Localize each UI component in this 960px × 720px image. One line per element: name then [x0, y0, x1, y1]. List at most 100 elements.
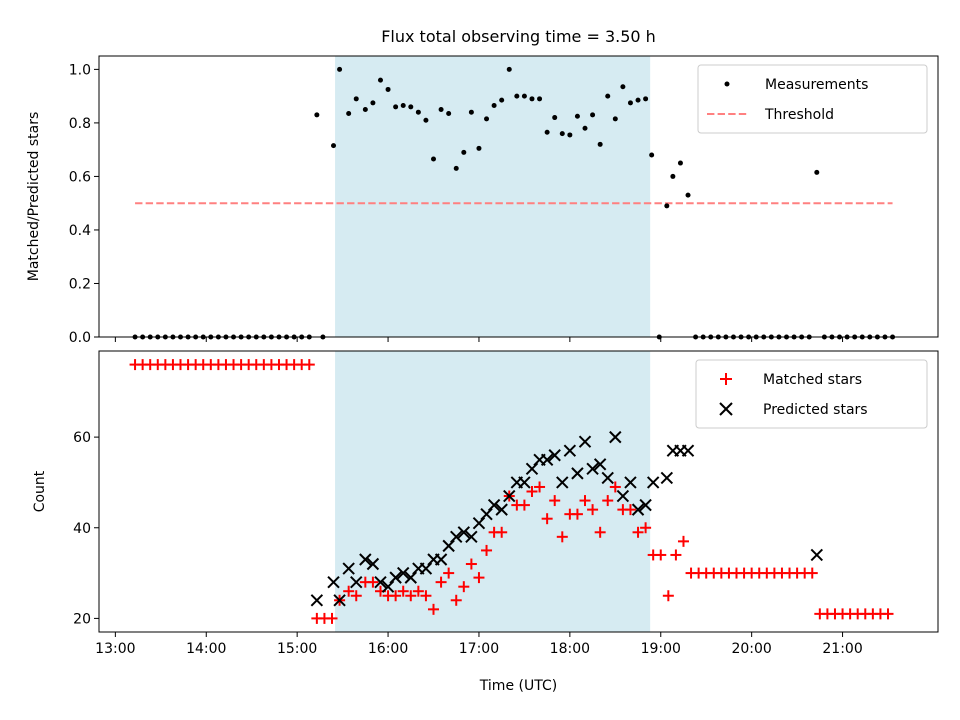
bottom-y-ticks: 20 40 60 — [73, 430, 99, 627]
predicted-point — [601, 471, 614, 485]
x-tick-label: 14:00 — [186, 641, 226, 657]
matched-point — [624, 504, 636, 516]
measurement-point — [337, 66, 343, 72]
legend-predicted-marker — [719, 402, 733, 416]
predicted-point — [540, 453, 554, 466]
matched-point — [594, 526, 606, 538]
predicted-point — [548, 449, 561, 462]
predicted-point — [525, 462, 539, 476]
matched-point — [655, 549, 667, 561]
predicted-point — [359, 553, 372, 566]
measurement-point — [491, 103, 497, 109]
predicted-point — [660, 471, 674, 485]
y-tick-label: 0.0 — [69, 330, 91, 346]
matched-point — [420, 590, 432, 602]
predicted-point — [609, 430, 622, 444]
measurement-point — [590, 112, 596, 118]
matched-point — [587, 504, 599, 516]
matched-point — [412, 585, 424, 597]
matched-point — [326, 612, 338, 624]
measurement-point — [544, 129, 550, 135]
matched-point — [390, 590, 402, 602]
predicted-point — [465, 530, 478, 544]
matched-point — [303, 359, 315, 371]
bottom-legend: Matched stars Predicted stars — [695, 359, 928, 429]
measurement-point — [400, 103, 406, 109]
matched-point — [579, 495, 591, 507]
top-y-ticks: 0.0 0.2 0.4 0.6 0.8 1.0 — [69, 62, 99, 346]
measurement-point — [377, 77, 383, 83]
measurement-point — [627, 100, 633, 106]
predicted-point — [366, 557, 380, 571]
measurement-point — [529, 96, 535, 102]
bottom-panel: 20 40 60 13:00 14:00 15:00 16:00 17:00 18:00 19:… — [32, 350, 939, 694]
matched-point — [458, 581, 470, 593]
matched-point — [450, 594, 462, 606]
matched-point — [571, 508, 583, 520]
matched-point — [632, 526, 644, 538]
predicted-point — [495, 503, 508, 516]
measurement-point — [484, 116, 490, 122]
y-tick-label: 0.6 — [69, 169, 91, 185]
measurement-point — [559, 131, 565, 137]
matched-point — [662, 590, 674, 602]
predicted-point — [571, 467, 584, 480]
matched-point — [405, 590, 417, 602]
measurement-point — [620, 84, 626, 90]
predicted-point — [472, 517, 486, 530]
predicted-point — [578, 435, 592, 448]
matched-point — [670, 549, 682, 561]
predicted-point — [374, 575, 387, 589]
y-tick-label: 0.2 — [69, 276, 91, 292]
chart-title: Flux total observing time = 3.50 h — [381, 27, 656, 46]
top-y-axis-label: Matched/Predicted stars — [26, 112, 42, 282]
matched-point — [435, 576, 447, 588]
predicted-point — [350, 575, 363, 589]
measurement-point — [574, 113, 580, 119]
top-observing-window — [335, 56, 651, 337]
measurement-point — [605, 93, 611, 99]
predicted-point — [434, 553, 448, 566]
y-tick-label: 1.0 — [69, 62, 91, 78]
predicted-point — [397, 566, 410, 580]
predicted-point — [442, 539, 455, 553]
measurement-point — [814, 169, 820, 175]
matched-point — [481, 544, 493, 556]
x-tick-label: 16:00 — [368, 641, 408, 657]
matched-point — [549, 495, 561, 507]
predicted-point — [593, 458, 607, 471]
predicted-point — [342, 562, 355, 575]
predicted-point — [310, 594, 324, 607]
measurement-point — [612, 116, 618, 122]
legend-matched-label: Matched stars — [763, 372, 862, 388]
x-tick-label: 21:00 — [822, 641, 862, 657]
x-axis-label: Time (UTC) — [479, 678, 557, 694]
legend-predicted-label: Predicted stars — [763, 402, 868, 418]
measurement-point — [552, 115, 558, 121]
measurement-point — [643, 96, 649, 102]
measurement-point — [468, 109, 474, 115]
legend-threshold-label: Threshold — [764, 107, 834, 123]
measurement-point — [664, 203, 670, 209]
predicted-point — [389, 571, 402, 584]
predicted-point — [681, 444, 695, 457]
measurement-point — [385, 86, 391, 92]
matched-point — [541, 513, 553, 525]
legend-matched-marker — [720, 373, 732, 385]
measurement-point — [514, 93, 520, 99]
predicted-point — [518, 476, 531, 489]
predicted-point — [457, 526, 471, 539]
measurement-point — [353, 96, 359, 102]
y-tick-label: 40 — [73, 521, 91, 537]
x-tick-label: 18:00 — [550, 641, 590, 657]
matched-point — [428, 603, 440, 615]
y-tick-label: 0.4 — [69, 223, 91, 239]
predicted-point — [487, 498, 501, 512]
legend-measurements-marker — [724, 81, 730, 87]
predicted-point — [810, 548, 824, 562]
measurement-point — [415, 109, 421, 115]
bottom-axes-frame — [98, 350, 939, 633]
predicted-point — [381, 580, 395, 593]
predicted-point — [616, 489, 630, 503]
